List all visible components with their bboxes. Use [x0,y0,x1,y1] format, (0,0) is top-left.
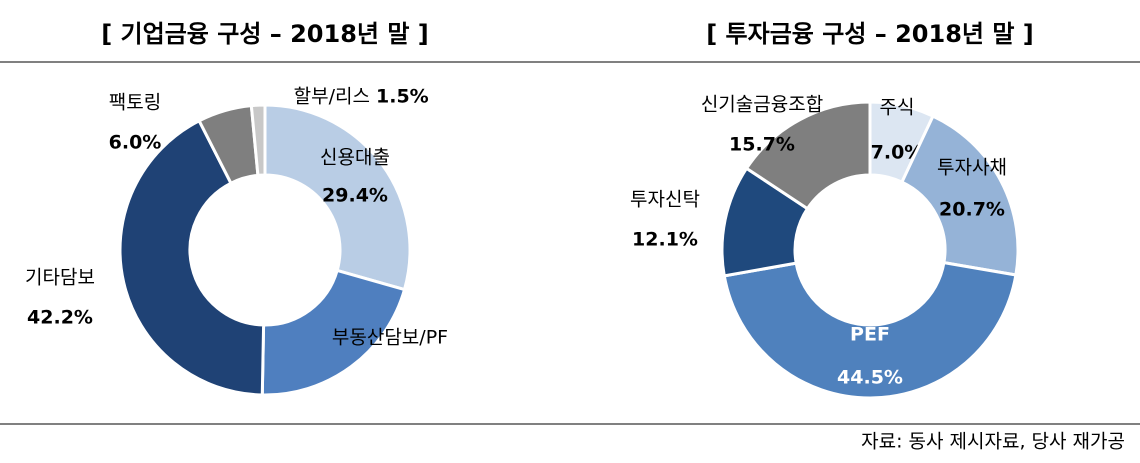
donut-slice [118,118,266,397]
slice-label: 투자신탁 [630,189,700,211]
slice-label: PEF [850,324,890,346]
slice-label: 신기술금융조합 [701,94,823,116]
value-label: 44.5% [837,367,903,389]
value-label: 42.2% [27,307,93,329]
slice-label: 팩토링 [109,92,161,114]
value-label: 15.7% [729,134,795,156]
donut-slice [260,268,407,397]
value-label: 1.5% [376,86,429,108]
chart-title: [ 투자금융 구성 – 2018년 말 ] [706,20,1034,48]
donut-slice [744,100,872,211]
value-label: 6.0% [109,132,162,154]
chart-title: [ 기업금융 구성 – 2018년 말 ] [101,20,429,48]
donut-slice [249,103,267,177]
donut-slice [722,260,1018,400]
slice-label: 투자사채 [937,157,1007,179]
slice-label: 할부/리스 [294,86,370,108]
slice-label: 주식 [880,97,915,119]
value-label: 20.7% [939,199,1005,221]
slice-label: 기타담보 [25,267,95,289]
donut-slice [263,103,412,292]
slice-label: 부동산담보/PF [332,327,448,349]
source-note: 자료: 동사 제시자료, 당사 재가공 [861,431,1125,453]
value-label: 12.1% [632,229,698,251]
donut-slice [899,114,1020,277]
value-label: 7.0% [871,142,924,164]
value-label: 29.4% [322,185,388,207]
slice-label: 신용대출 [320,147,390,169]
